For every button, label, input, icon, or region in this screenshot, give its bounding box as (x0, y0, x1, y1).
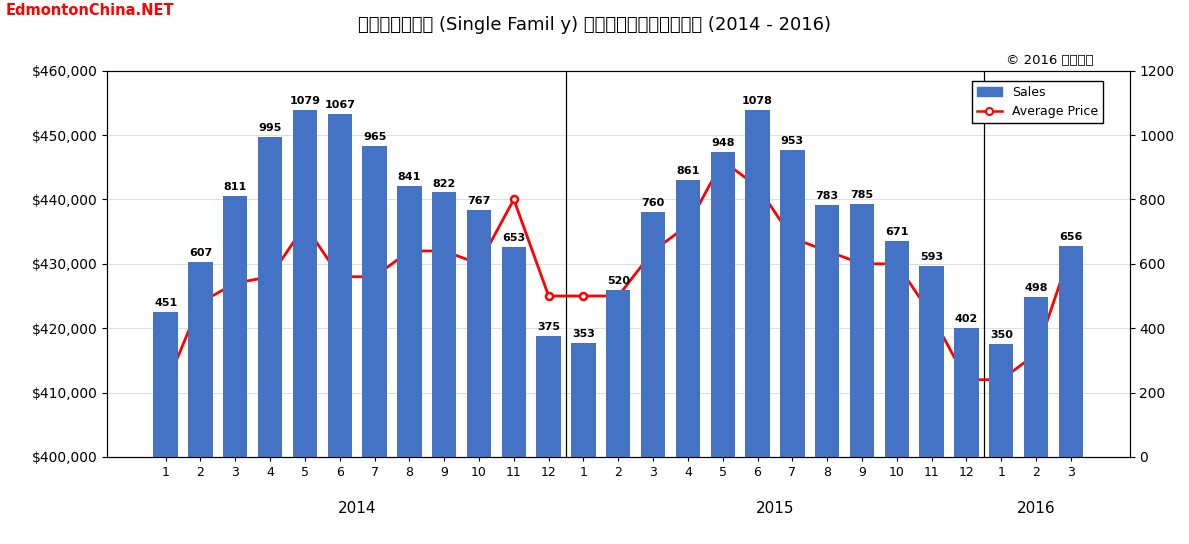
Bar (746, 110, 769, 457)
Bar (780, 150, 805, 457)
Text: 953: 953 (781, 137, 804, 146)
Text: 1067: 1067 (325, 100, 356, 110)
Text: 948: 948 (711, 138, 735, 148)
Bar (363, 146, 386, 457)
Text: 965: 965 (363, 133, 386, 143)
Bar (606, 289, 630, 457)
Bar (675, 180, 700, 457)
Text: 2016: 2016 (1017, 502, 1056, 516)
Text: 656: 656 (1059, 232, 1082, 242)
Text: 841: 841 (397, 172, 421, 182)
Bar (1058, 246, 1083, 457)
Bar (850, 205, 874, 457)
Bar (188, 262, 213, 457)
Text: 760: 760 (642, 199, 665, 208)
Text: 785: 785 (850, 190, 874, 200)
Bar (397, 186, 422, 457)
Text: 350: 350 (989, 330, 1013, 341)
Text: 353: 353 (572, 330, 594, 339)
Bar (536, 336, 561, 457)
Text: 822: 822 (433, 178, 455, 189)
Bar (1024, 296, 1049, 457)
Text: 607: 607 (189, 248, 212, 258)
Bar (571, 343, 596, 457)
Text: 402: 402 (955, 314, 979, 324)
Bar (919, 266, 944, 457)
Text: EdmontonChina.NET: EdmontonChina.NET (6, 3, 175, 18)
Text: 1078: 1078 (742, 96, 773, 106)
Bar (292, 110, 317, 457)
Bar (641, 212, 666, 457)
Text: 653: 653 (502, 233, 526, 243)
Legend: Sales, Average Price: Sales, Average Price (971, 81, 1103, 123)
Bar (327, 114, 352, 457)
Text: 2014: 2014 (338, 502, 377, 516)
Bar (258, 137, 282, 457)
Text: 861: 861 (677, 166, 699, 176)
Bar (502, 247, 526, 457)
Text: 783: 783 (816, 191, 838, 201)
Bar (153, 312, 178, 457)
Text: © 2016 老杨团队: © 2016 老杨团队 (1006, 54, 1094, 67)
Text: 451: 451 (155, 298, 177, 308)
Bar (989, 344, 1013, 457)
Text: 498: 498 (1024, 283, 1048, 293)
Bar (432, 193, 457, 457)
Bar (885, 241, 910, 457)
Bar (814, 205, 839, 457)
Text: 2015: 2015 (756, 502, 794, 516)
Text: 1079: 1079 (289, 96, 321, 106)
Text: 埃德蒙顿独立房 (Single Famil y) 月平均价格和销售量走势 (2014 - 2016): 埃德蒙顿独立房 (Single Famil y) 月平均价格和销售量走势 (20… (358, 16, 831, 34)
Text: 375: 375 (537, 323, 560, 332)
Text: 995: 995 (258, 123, 282, 133)
Bar (955, 327, 979, 457)
Bar (467, 210, 491, 457)
Bar (224, 196, 247, 457)
Text: 767: 767 (467, 196, 491, 206)
Text: 671: 671 (885, 227, 908, 237)
Text: 811: 811 (224, 182, 247, 192)
Text: 593: 593 (920, 252, 943, 262)
Text: 520: 520 (606, 276, 630, 286)
Bar (711, 152, 735, 457)
